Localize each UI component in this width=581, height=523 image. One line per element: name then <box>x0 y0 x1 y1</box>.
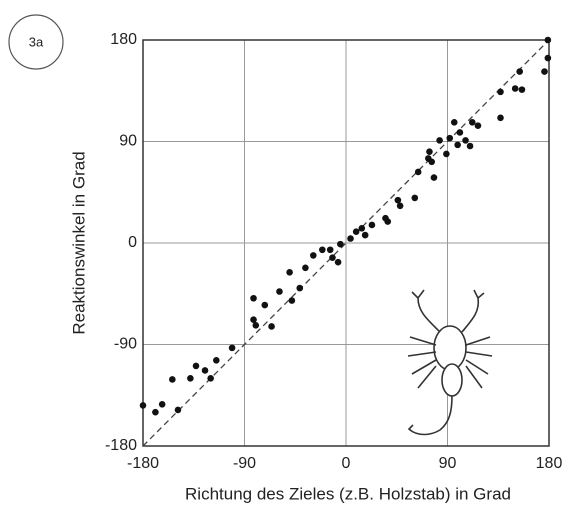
y-tick-label: -180 <box>105 437 137 454</box>
data-point <box>329 254 336 261</box>
data-point <box>169 376 176 383</box>
data-point <box>139 402 147 409</box>
data-point <box>516 68 523 75</box>
data-point <box>192 362 200 370</box>
data-point <box>454 141 461 149</box>
panel-label: 3a <box>29 34 44 49</box>
data-point <box>302 264 309 272</box>
data-point <box>276 288 283 295</box>
data-point <box>213 356 220 364</box>
x-tick-label: 0 <box>342 455 351 472</box>
data-point <box>358 225 366 232</box>
data-point <box>414 168 422 176</box>
x-tick-label: -180 <box>127 455 159 472</box>
data-point <box>326 246 334 254</box>
panel-circle <box>8 14 64 70</box>
data-point <box>334 258 342 266</box>
data-point <box>436 137 443 144</box>
x-tick-label: 180 <box>536 455 563 472</box>
data-point <box>396 202 404 210</box>
data-point <box>462 137 469 144</box>
data-point <box>201 367 209 374</box>
data-point <box>544 54 552 62</box>
y-tick-label: -90 <box>114 336 137 353</box>
data-point <box>174 406 182 414</box>
plot-frame <box>142 39 550 447</box>
data-point <box>187 375 194 382</box>
data-point <box>288 297 296 304</box>
data-point <box>152 408 159 416</box>
y-tick-label: 0 <box>128 234 137 251</box>
data-point <box>443 150 450 158</box>
data-point <box>474 122 482 130</box>
data-point <box>541 68 548 75</box>
data-point <box>544 36 552 44</box>
x-axis-label: Richtung des Zieles (z.B. Holzstab) in G… <box>185 484 511 503</box>
data-point <box>309 252 317 259</box>
data-point <box>250 294 257 302</box>
data-point <box>250 316 257 323</box>
data-point <box>268 323 275 330</box>
y-tick-label: 180 <box>110 31 137 48</box>
data-point <box>426 148 433 155</box>
data-point <box>252 322 260 329</box>
data-point <box>319 246 326 254</box>
data-point <box>456 129 464 136</box>
data-point <box>228 344 236 352</box>
y-tick-label: 90 <box>119 133 137 150</box>
data-point <box>469 119 476 126</box>
x-tick-label: 90 <box>439 455 457 472</box>
data-point <box>450 119 458 126</box>
data-point <box>347 235 354 242</box>
data-point <box>296 284 304 292</box>
data-point <box>497 114 504 122</box>
data-point <box>430 174 438 181</box>
data-point <box>497 88 504 96</box>
data-point <box>511 85 519 92</box>
x-tick-label: -90 <box>233 455 256 472</box>
data-point <box>466 142 474 150</box>
data-point <box>261 301 269 309</box>
data-point <box>207 375 214 382</box>
data-point <box>158 400 166 408</box>
data-point <box>411 194 419 202</box>
data-point <box>394 196 402 204</box>
data-point <box>518 86 526 93</box>
data-point <box>368 221 376 229</box>
data-point <box>286 269 293 276</box>
data-point <box>361 231 369 239</box>
data-point <box>428 158 436 166</box>
data-point <box>352 228 360 236</box>
y-axis-label: Reaktionswinkel in Grad <box>69 151 88 334</box>
data-point <box>384 218 392 225</box>
data-point <box>337 240 344 248</box>
data-point <box>446 134 454 142</box>
scorpion-drawing <box>407 289 493 436</box>
